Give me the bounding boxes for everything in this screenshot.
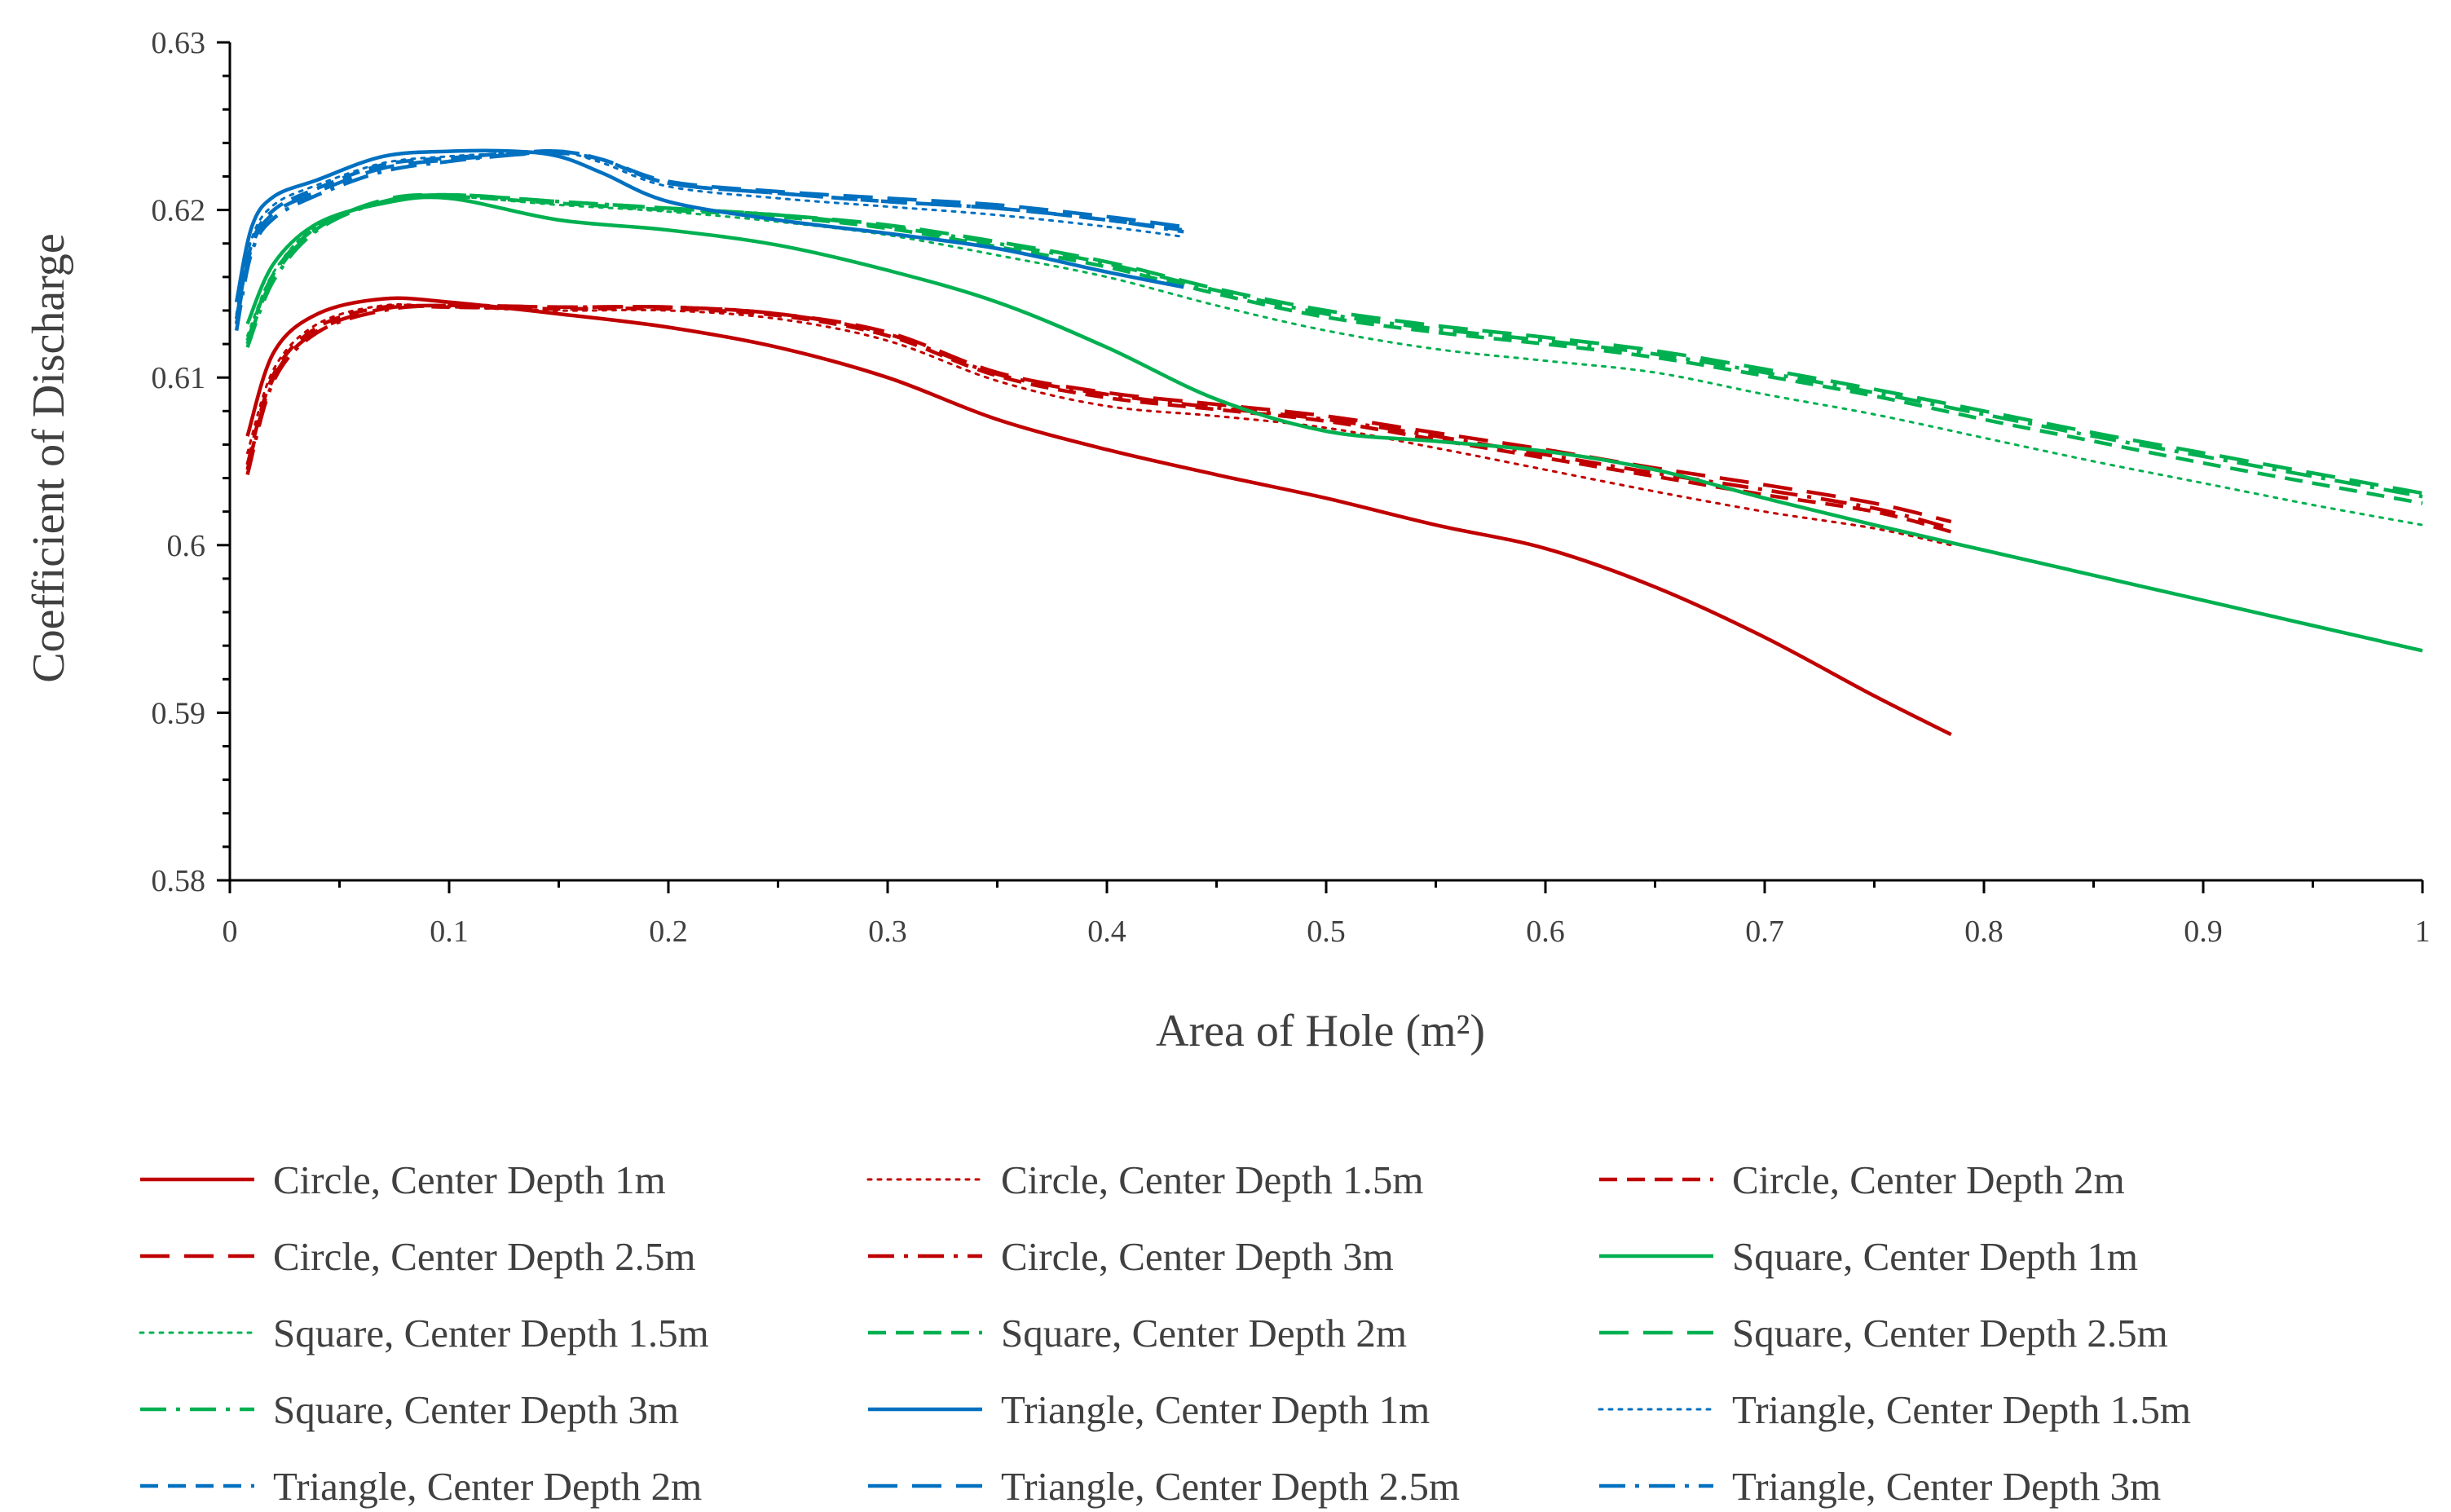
legend-item-square-center-depth-1m: Square, Center Depth 1m [1599, 1234, 2138, 1279]
legend-label: Square, Center Depth 1.5m [273, 1311, 709, 1356]
legend-label: Circle, Center Depth 2.5m [273, 1234, 695, 1279]
legend-label: Square, Center Depth 3m [273, 1387, 679, 1432]
axes: 0 0.1 0.2 0.3 0.4 0.5 0.6 0.7 0.8 0.9 1 0.58 0.59 0.6… [152, 26, 2431, 949]
legend-item-triangle-center-depth-1m: Triangle, Center Depth 1m [868, 1387, 1430, 1432]
y-tick-label: 0.59 [152, 696, 206, 730]
legend: Circle, Center Depth 1m Circle, Center De… [139, 1157, 2191, 1509]
series-line-circle-center-depth-1m [245, 296, 1952, 737]
y-axis-title: Coefficient of Discharge [24, 233, 74, 683]
y-tick-label: 0.62 [152, 194, 206, 228]
series-line-square-center-depth-3m [245, 192, 2423, 499]
x-tick-label: 0.9 [2184, 915, 2223, 949]
legend-label: Circle, Center Depth 2m [1732, 1157, 2125, 1202]
legend-label: Triangle, Center Depth 2.5m [1001, 1464, 1460, 1509]
legend-item-circle-center-depth-2m: Circle, Center Depth 2m [1599, 1157, 2125, 1202]
x-tick-label: 0.1 [430, 915, 469, 949]
legend-item-triangle-center-depth-3m: Triangle, Center Depth 3m [1599, 1464, 2161, 1509]
series-line-triangle-center-depth-1m [234, 148, 1184, 303]
series-line-square-center-depth-1-5m [246, 195, 2424, 527]
series-line-triangle-center-depth-3m [234, 149, 1184, 332]
legend-label: Circle, Center Depth 3m [1001, 1234, 1394, 1279]
series-line-triangle-center-depth-2-5m [234, 151, 1184, 324]
series-layer [234, 148, 2424, 737]
y-tick-label: 0.63 [152, 26, 206, 60]
legend-label: Circle, Center Depth 1m [273, 1157, 666, 1202]
legend-item-square-center-depth-2m: Square, Center Depth 2m [868, 1311, 1407, 1356]
legend-label: Square, Center Depth 2m [1001, 1311, 1407, 1356]
y-tick-label: 0.6 [167, 529, 206, 563]
series-line-circle-center-depth-2m [245, 303, 1952, 534]
x-tick-label: 0.8 [1964, 915, 2004, 949]
series-line-circle-center-depth-2-5m [245, 303, 1952, 524]
series-line-triangle-center-depth-2m [234, 148, 1184, 320]
x-axis-title: Area of Hole (m²) [1156, 1006, 1485, 1056]
x-tick-label: 0.2 [649, 915, 688, 949]
x-tick-label: 0.4 [1087, 915, 1126, 949]
series-line-square-center-depth-2m [245, 194, 2423, 505]
y-tick-label: 0.61 [152, 361, 206, 395]
legend-item-square-center-depth-1-5m: Square, Center Depth 1.5m [139, 1311, 709, 1356]
legend-label: Square, Center Depth 1m [1732, 1234, 2138, 1279]
legend-label: Circle, Center Depth 1.5m [1001, 1157, 1423, 1202]
legend-label: Triangle, Center Depth 1m [1001, 1387, 1430, 1432]
x-tick-label: 0.5 [1307, 915, 1346, 949]
series-line-triangle-center-depth-1-5m [235, 149, 1185, 315]
legend-item-square-center-depth-2-5m: Square, Center Depth 2.5m [1599, 1311, 2168, 1356]
legend-item-circle-center-depth-2-5m: Circle, Center Depth 2.5m [140, 1234, 695, 1279]
x-tick-label: 0 [223, 915, 238, 949]
legend-label: Triangle, Center Depth 1.5m [1732, 1387, 2191, 1432]
legend-item-circle-center-depth-1-5m: Circle, Center Depth 1.5m [866, 1157, 1423, 1202]
legend-label: Triangle, Center Depth 2m [273, 1464, 702, 1509]
legend-item-triangle-center-depth-2-5m: Triangle, Center Depth 2.5m [868, 1464, 1460, 1509]
legend-item-square-center-depth-3m: Square, Center Depth 3m [140, 1387, 679, 1432]
series-line-square-center-depth-2-5m [245, 192, 2423, 496]
legend-item-circle-center-depth-3m: Circle, Center Depth 3m [868, 1234, 1394, 1279]
y-tick-label: 0.58 [152, 864, 206, 898]
legend-label: Square, Center Depth 2.5m [1732, 1311, 2168, 1356]
legend-item-circle-center-depth-1m: Circle, Center Depth 1m [140, 1157, 666, 1202]
series-line-circle-center-depth-1-5m [246, 303, 1953, 547]
x-tick-label: 1 [2415, 915, 2431, 949]
series-line-circle-center-depth-3m [245, 303, 1952, 531]
x-tick-label: 0.3 [868, 915, 907, 949]
legend-item-triangle-center-depth-1-5m: Triangle, Center Depth 1.5m [1598, 1387, 2191, 1432]
series-line-square-center-depth-1m [245, 195, 2423, 653]
legend-label: Triangle, Center Depth 3m [1732, 1464, 2161, 1509]
x-tick-label: 0.7 [1745, 915, 1784, 949]
x-tick-label: 0.6 [1526, 915, 1565, 949]
legend-item-triangle-center-depth-2m: Triangle, Center Depth 2m [140, 1464, 702, 1509]
